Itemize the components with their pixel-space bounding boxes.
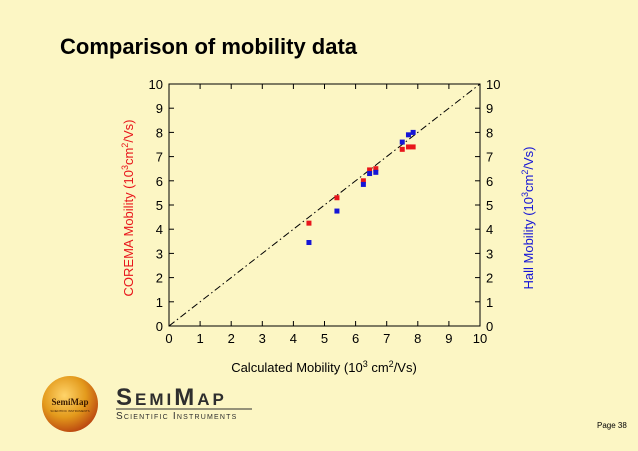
y-tick-label-right: 6 <box>486 174 493 189</box>
y-axis-label-right: Hall Mobility (103cm2/Vs) <box>520 147 536 290</box>
y-tick-label-right: 5 <box>486 198 493 213</box>
x-tick-label: 6 <box>352 331 359 346</box>
y-tick-label-left: 1 <box>156 295 163 310</box>
y-tick-label-left: 0 <box>156 319 163 334</box>
y-tick-label-left: 10 <box>149 77 163 92</box>
y-tick-label-right: 0 <box>486 319 493 334</box>
y-tick-label-left: 6 <box>156 174 163 189</box>
reference-line <box>168 83 481 327</box>
y-tick-label-left: 7 <box>156 150 163 165</box>
y-tick-label-left: 3 <box>156 246 163 261</box>
logo-badge-subtext: SCIENTIFIC INSTRUMENTS <box>50 409 89 413</box>
corema-data-point <box>410 144 416 150</box>
y-tick-label-left: 2 <box>156 271 163 286</box>
y-tick-label-right: 1 <box>486 295 493 310</box>
y-tick-label-right: 7 <box>486 150 493 165</box>
hall-data-point <box>399 139 405 145</box>
x-axis-label: Calculated Mobility (103 cm2/Vs) <box>231 359 417 375</box>
x-tick-label: 10 <box>473 331 487 346</box>
x-tick-label: 0 <box>165 331 172 346</box>
corema-data-point <box>360 178 366 184</box>
axes-layer <box>168 83 481 327</box>
y-tick-label-right: 8 <box>486 125 493 140</box>
y-tick-label-right: 10 <box>486 77 500 92</box>
x-tick-label: 5 <box>321 331 328 346</box>
corema-data-point <box>306 220 312 226</box>
y-axis-label-left: COREMA Mobility (103cm2/Vs) <box>120 120 136 297</box>
tick-labels-layer: 0 1 2 3 4 5 6 7 8 9 100 01 12 23 34 45 56 67 78 89 910 10 <box>149 77 501 346</box>
hall-data-point <box>360 181 366 187</box>
x-tick-label: 3 <box>259 331 266 346</box>
x-tick-label: 7 <box>383 331 390 346</box>
logo-badge <box>42 376 98 432</box>
logo-badge-text: SemiMap <box>52 397 89 407</box>
slide-title: Comparison of mobility data <box>60 34 358 59</box>
y-tick-label-left: 9 <box>156 101 163 116</box>
y-tick-label-right: 9 <box>486 101 493 116</box>
semimap-logo-graphic: SemiMap SCIENTIFIC INSTRUMENTS SemiMap S… <box>42 376 252 432</box>
logo-tagline: Scientific Instruments <box>116 411 237 422</box>
x-tick-label: 8 <box>414 331 421 346</box>
semimap-logo: SemiMap SCIENTIFIC INSTRUMENTS SemiMap S… <box>40 374 270 441</box>
hall-data-point <box>373 169 379 175</box>
hall-data-point <box>334 208 340 214</box>
x-tick-label: 1 <box>196 331 203 346</box>
corema-data-point <box>405 144 411 150</box>
corema-data-point <box>373 166 379 172</box>
y-tick-label-left: 8 <box>156 125 163 140</box>
page-number: Page 38 <box>597 421 627 430</box>
hall-data-point <box>306 240 312 246</box>
y-tick-label-right: 2 <box>486 271 493 286</box>
corema-data-point <box>367 167 373 173</box>
x-tick-label: 2 <box>228 331 235 346</box>
data-points-layer <box>306 129 416 246</box>
corema-data-point <box>399 146 405 152</box>
reference-line-layer <box>168 83 481 327</box>
logo-wordmark: SemiMap <box>116 384 227 411</box>
hall-data-point <box>367 171 373 177</box>
corema-data-point <box>334 195 340 201</box>
x-tick-label: 4 <box>290 331 297 346</box>
y-tick-label-left: 4 <box>156 222 163 237</box>
x-tick-label: 9 <box>445 331 452 346</box>
y-tick-label-left: 5 <box>156 198 163 213</box>
hall-data-point <box>405 132 411 138</box>
y-tick-label-right: 4 <box>486 222 493 237</box>
hall-data-point <box>410 129 416 135</box>
y-tick-label-right: 3 <box>486 246 493 261</box>
